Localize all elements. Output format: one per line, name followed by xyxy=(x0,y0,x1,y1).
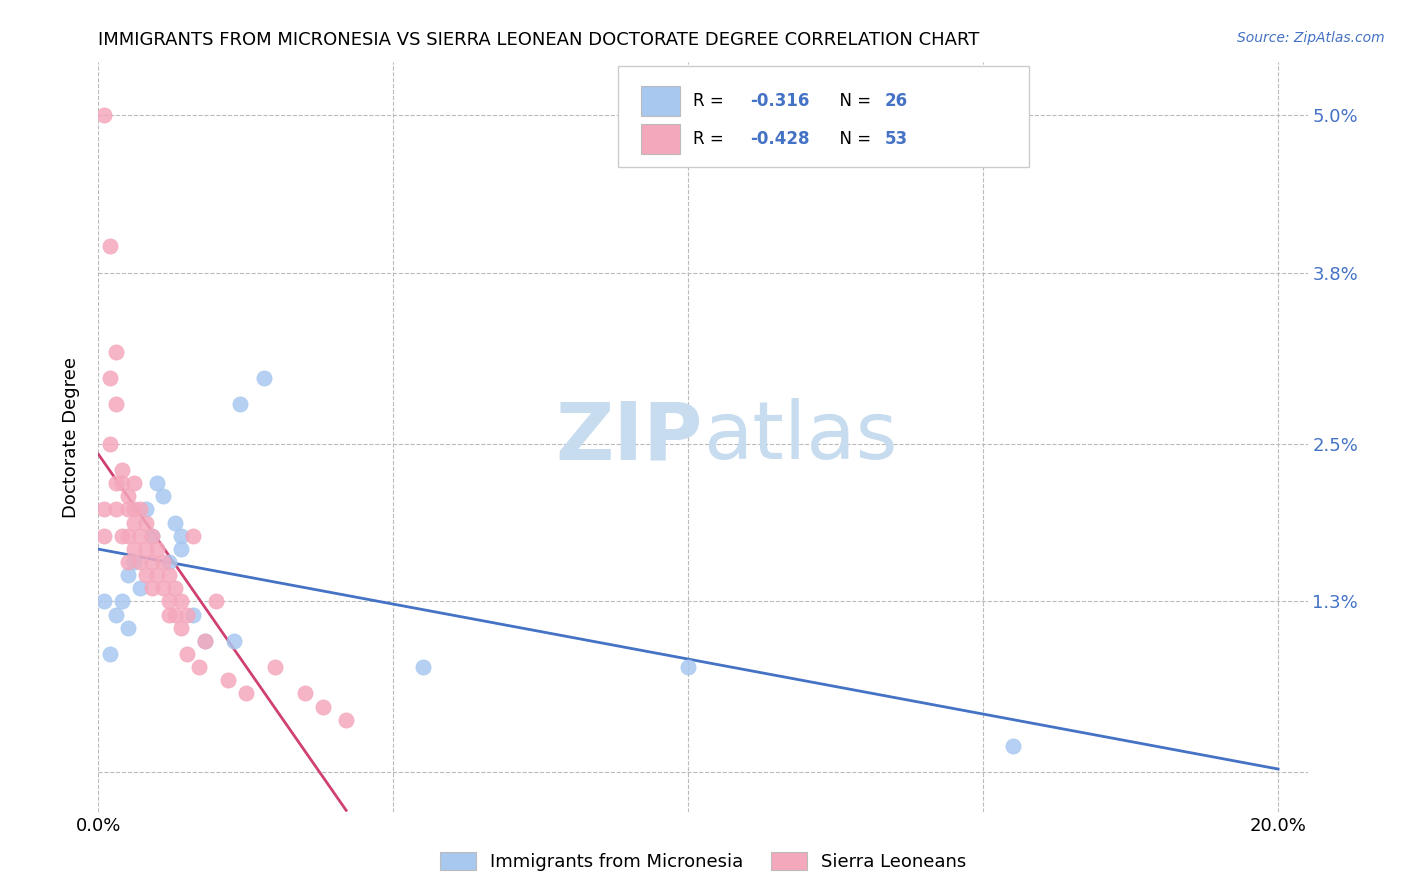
Point xyxy=(93,108,115,122)
Legend: Immigrants from Micronesia, Sierra Leoneans: Immigrants from Micronesia, Sierra Leone… xyxy=(433,845,973,879)
Point xyxy=(252,371,274,385)
Point xyxy=(117,555,139,569)
Point xyxy=(235,686,257,700)
FancyBboxPatch shape xyxy=(641,87,681,116)
Point xyxy=(128,581,150,595)
Text: 53: 53 xyxy=(884,130,907,148)
Point xyxy=(146,476,169,491)
Point xyxy=(335,713,357,727)
FancyBboxPatch shape xyxy=(619,66,1029,168)
Point xyxy=(678,660,700,674)
Point xyxy=(105,397,128,411)
Point xyxy=(122,555,145,569)
Text: 26: 26 xyxy=(884,93,907,111)
Point xyxy=(264,660,287,674)
Point xyxy=(98,239,121,253)
Point xyxy=(128,502,150,516)
Point xyxy=(181,607,204,622)
Point xyxy=(105,502,128,516)
Point xyxy=(157,555,180,569)
Point xyxy=(157,607,180,622)
Point xyxy=(128,529,150,543)
Text: -0.316: -0.316 xyxy=(751,93,810,111)
Text: Source: ZipAtlas.com: Source: ZipAtlas.com xyxy=(1237,31,1385,45)
Point xyxy=(105,476,128,491)
Point xyxy=(187,660,209,674)
Point xyxy=(93,594,115,608)
Point xyxy=(98,436,121,450)
Point xyxy=(122,541,145,556)
Point xyxy=(117,489,139,503)
Text: R =: R = xyxy=(693,130,734,148)
Point xyxy=(135,541,157,556)
Text: R =: R = xyxy=(693,93,734,111)
Point xyxy=(217,673,239,688)
Point xyxy=(122,516,145,530)
Point xyxy=(93,529,115,543)
Point xyxy=(135,516,157,530)
Point xyxy=(152,581,174,595)
Point xyxy=(176,607,198,622)
Point xyxy=(170,529,193,543)
Point xyxy=(111,529,134,543)
Point xyxy=(194,633,217,648)
Text: N =: N = xyxy=(828,93,876,111)
Point xyxy=(157,594,180,608)
Point xyxy=(117,502,139,516)
Point xyxy=(176,647,198,661)
Point xyxy=(122,502,145,516)
Point xyxy=(194,633,217,648)
Point xyxy=(205,594,228,608)
Point xyxy=(157,568,180,582)
Y-axis label: Doctorate Degree: Doctorate Degree xyxy=(62,357,80,517)
Point xyxy=(152,555,174,569)
Point xyxy=(128,555,150,569)
Point xyxy=(111,594,134,608)
Point xyxy=(222,633,245,648)
FancyBboxPatch shape xyxy=(641,124,681,153)
Point xyxy=(170,621,193,635)
Point xyxy=(181,529,204,543)
Point xyxy=(117,621,139,635)
Point xyxy=(122,476,145,491)
Point xyxy=(170,541,193,556)
Point xyxy=(311,699,333,714)
Text: -0.428: -0.428 xyxy=(751,130,810,148)
Point xyxy=(105,344,128,359)
Point xyxy=(165,581,187,595)
Point xyxy=(135,502,157,516)
Point xyxy=(294,686,316,700)
Point xyxy=(229,397,252,411)
Point xyxy=(111,463,134,477)
Point xyxy=(146,568,169,582)
Point xyxy=(141,529,163,543)
Point xyxy=(141,581,163,595)
Point xyxy=(141,555,163,569)
Point xyxy=(98,647,121,661)
Point xyxy=(165,607,187,622)
Point xyxy=(1001,739,1024,753)
Text: IMMIGRANTS FROM MICRONESIA VS SIERRA LEONEAN DOCTORATE DEGREE CORRELATION CHART: IMMIGRANTS FROM MICRONESIA VS SIERRA LEO… xyxy=(98,31,980,49)
Point xyxy=(117,529,139,543)
Point xyxy=(98,371,121,385)
Point xyxy=(111,476,134,491)
Text: N =: N = xyxy=(828,130,876,148)
Point xyxy=(146,541,169,556)
Point xyxy=(412,660,434,674)
Point xyxy=(170,594,193,608)
Point xyxy=(117,568,139,582)
Point xyxy=(141,529,163,543)
Point xyxy=(105,607,128,622)
Text: ZIP: ZIP xyxy=(555,398,703,476)
Point xyxy=(135,568,157,582)
Text: atlas: atlas xyxy=(703,398,897,476)
Point xyxy=(152,489,174,503)
Point xyxy=(93,502,115,516)
Point xyxy=(165,516,187,530)
